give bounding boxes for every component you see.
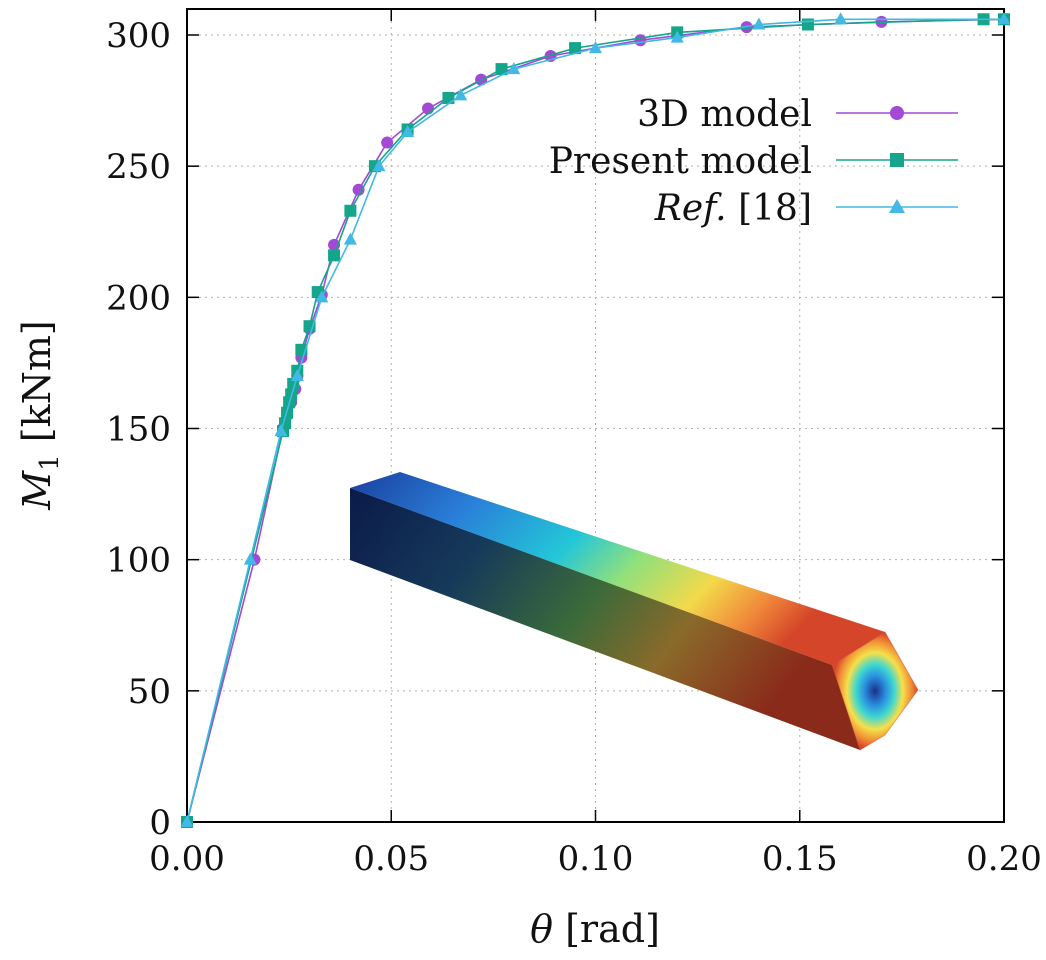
- data-point: [315, 290, 329, 303]
- x-tick-label: 0.15: [762, 839, 838, 879]
- y-tick-label: 150: [106, 410, 171, 450]
- data-point: [634, 34, 647, 47]
- data-point: [454, 88, 468, 101]
- y-axis-label: M1 [kNm]: [15, 320, 65, 511]
- data-point: [401, 125, 415, 138]
- data-point: [495, 63, 508, 76]
- data-point: [801, 18, 814, 31]
- data-point: [381, 136, 394, 149]
- data-point: [274, 424, 288, 437]
- data-point: [752, 17, 766, 30]
- y-tick-label: 200: [106, 278, 171, 318]
- legend-marker-present-model: [890, 153, 904, 167]
- data-point: [569, 42, 582, 55]
- data-point: [422, 102, 435, 115]
- legend-label-ref-18: Ref. [18]: [654, 188, 812, 229]
- x-tick-label: 0.20: [966, 839, 1042, 879]
- series-layer: [180, 12, 1011, 828]
- legend-label-present-model: Present model: [549, 141, 812, 182]
- axis-ticks: 0 50 100 150 200 250 300 0.00 0.05 0.10 0.15 0.20: [106, 9, 1042, 879]
- series-ref-18: [180, 12, 1011, 827]
- data-point: [670, 30, 684, 43]
- legend: 3D model Present model Ref. [18]: [549, 94, 958, 229]
- data-point: [180, 815, 194, 827]
- data-point: [352, 183, 365, 196]
- y-tick-label: 100: [106, 541, 171, 581]
- y-tick-label: 0: [149, 803, 171, 843]
- y-tick-label: 250: [106, 147, 171, 187]
- x-axis-label: θ [rad]: [530, 907, 660, 951]
- legend-label-3d-model: 3D model: [637, 94, 812, 135]
- y-tick-label: 50: [128, 672, 171, 712]
- data-point: [997, 12, 1011, 25]
- y-tick-label: 300: [106, 16, 171, 56]
- data-point: [344, 204, 357, 217]
- data-point: [243, 552, 257, 565]
- x-tick-label: 0.05: [353, 839, 429, 879]
- legend-marker-ref-18: [889, 199, 905, 213]
- data-point: [328, 249, 341, 262]
- beam-inset-image: [350, 472, 919, 751]
- data-point: [507, 62, 521, 75]
- legend-marker-3d-model: [890, 106, 904, 120]
- x-tick-label: 0.10: [558, 839, 634, 879]
- data-point: [589, 41, 602, 54]
- data-point: [834, 12, 848, 25]
- data-point: [290, 369, 304, 382]
- data-point: [442, 91, 455, 104]
- data-point: [343, 232, 357, 245]
- x-tick-label: 0.00: [149, 839, 225, 879]
- data-point: [372, 159, 386, 172]
